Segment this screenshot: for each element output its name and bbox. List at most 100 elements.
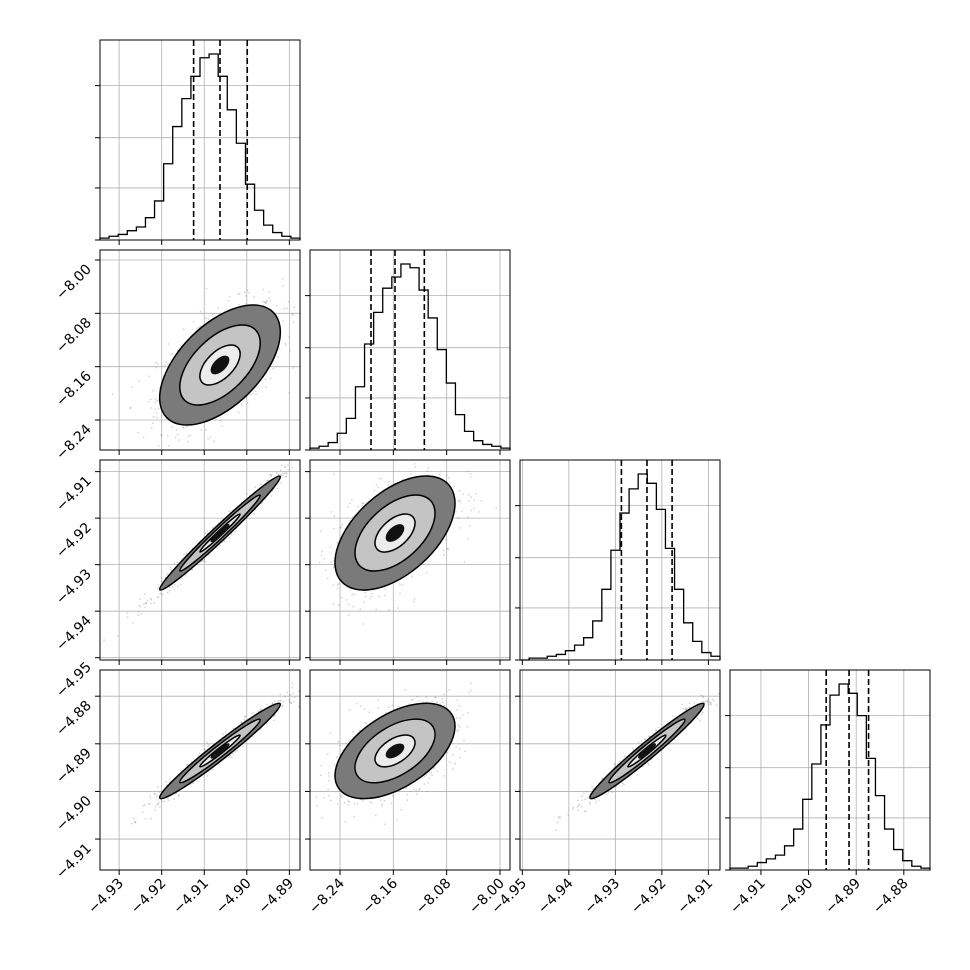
scatter-point [356, 802, 359, 805]
scatter-point [163, 800, 166, 803]
scatter-point [170, 426, 173, 429]
scatter-point [388, 609, 390, 611]
scatter-point [495, 507, 498, 509]
scatter-point [252, 712, 255, 714]
scatter-panel-2-0: −4.95−4.94−4.93−4.92−4.91 [53, 459, 301, 701]
scatter-point [427, 781, 429, 784]
scatter-point [339, 744, 342, 747]
histogram-panel-1 [305, 249, 511, 455]
scatter-point [176, 561, 179, 564]
scatter-point [269, 377, 272, 380]
scatter-point [458, 489, 461, 492]
scatter-point [399, 583, 401, 586]
scatter-point [206, 745, 209, 748]
scatter-point [285, 475, 288, 477]
scatter-point [284, 695, 286, 698]
scatter-point [468, 500, 470, 502]
scatter-point [145, 602, 148, 604]
scatter-point [329, 546, 332, 548]
scatter-point [458, 748, 461, 750]
scatter-point [150, 817, 152, 820]
scatter-point [131, 622, 134, 624]
scatter-point [404, 689, 406, 691]
scatter-point [369, 800, 371, 803]
scatter-point [468, 525, 471, 527]
scatter-point [270, 473, 273, 476]
scatter-point [362, 800, 365, 802]
y-tick-label: −4.88 [53, 698, 95, 740]
scatter-point [155, 366, 158, 369]
scatter-point [327, 788, 329, 791]
scatter-point [234, 751, 237, 753]
scatter-point [397, 705, 400, 707]
scatter-point [166, 591, 169, 594]
scatter-point [228, 510, 231, 513]
scatter-point [230, 756, 232, 759]
scatter-point [205, 561, 207, 563]
scatter-point [713, 700, 715, 702]
scatter-point [363, 601, 365, 603]
scatter-point [209, 436, 212, 439]
scatter-point [470, 496, 473, 499]
scatter-point [270, 495, 273, 497]
scatter-point [375, 608, 378, 611]
scatter-point [473, 507, 475, 510]
scatter-point [451, 768, 454, 771]
scatter-point [267, 479, 269, 482]
scatter-point [572, 806, 575, 809]
scatter-point [332, 603, 335, 606]
scatter-point [425, 571, 428, 574]
scatter-point [173, 562, 176, 564]
scatter-point [153, 793, 156, 795]
scatter-point [178, 439, 180, 441]
y-tick-label: −4.92 [53, 520, 95, 562]
scatter-point [175, 428, 178, 431]
y-tick-label: −4.91 [53, 841, 95, 883]
scatter-panel-2-1 [305, 459, 511, 665]
scatter-point [327, 772, 330, 775]
scatter-point [480, 500, 483, 502]
scatter-point [426, 470, 429, 472]
scatter-point [457, 516, 460, 519]
scatter-point [330, 799, 333, 802]
scatter-point [211, 768, 214, 771]
scatter-point [410, 699, 413, 702]
scatter-point [246, 289, 249, 292]
scatter-point [333, 515, 336, 518]
scatter-point [265, 302, 268, 305]
scatter-point [150, 602, 152, 605]
scatter-point [177, 795, 180, 797]
scatter-point [338, 583, 340, 585]
scatter-point [139, 605, 142, 608]
scatter-point [315, 796, 318, 799]
scatter-point [237, 293, 240, 295]
scatter-point [276, 304, 278, 307]
scatter-point [167, 797, 169, 800]
scatter-point [333, 764, 336, 766]
scatter-point [280, 473, 283, 476]
scatter-point [390, 802, 393, 805]
scatter-point [157, 587, 159, 589]
scatter-point [153, 602, 155, 605]
scatter-point [447, 477, 450, 479]
scatter-point [431, 774, 433, 777]
scatter-point [315, 805, 318, 807]
scatter-point [251, 712, 253, 715]
scatter-point [467, 712, 470, 714]
scatter-point [280, 464, 283, 467]
scatter-point [241, 745, 244, 747]
scatter-point [337, 604, 340, 607]
scatter-point [387, 483, 390, 486]
scatter-point [160, 414, 163, 417]
scatter-point [191, 568, 193, 571]
scatter-point [156, 416, 159, 419]
scatter-point [272, 719, 275, 722]
scatter-point [637, 741, 640, 744]
scatter-point [177, 585, 179, 588]
scatter-point [160, 576, 163, 579]
scatter-point [413, 600, 415, 603]
scatter-point [391, 795, 394, 797]
scatter-point [167, 799, 170, 802]
scatter-point [283, 472, 286, 475]
scatter-point [245, 492, 248, 495]
